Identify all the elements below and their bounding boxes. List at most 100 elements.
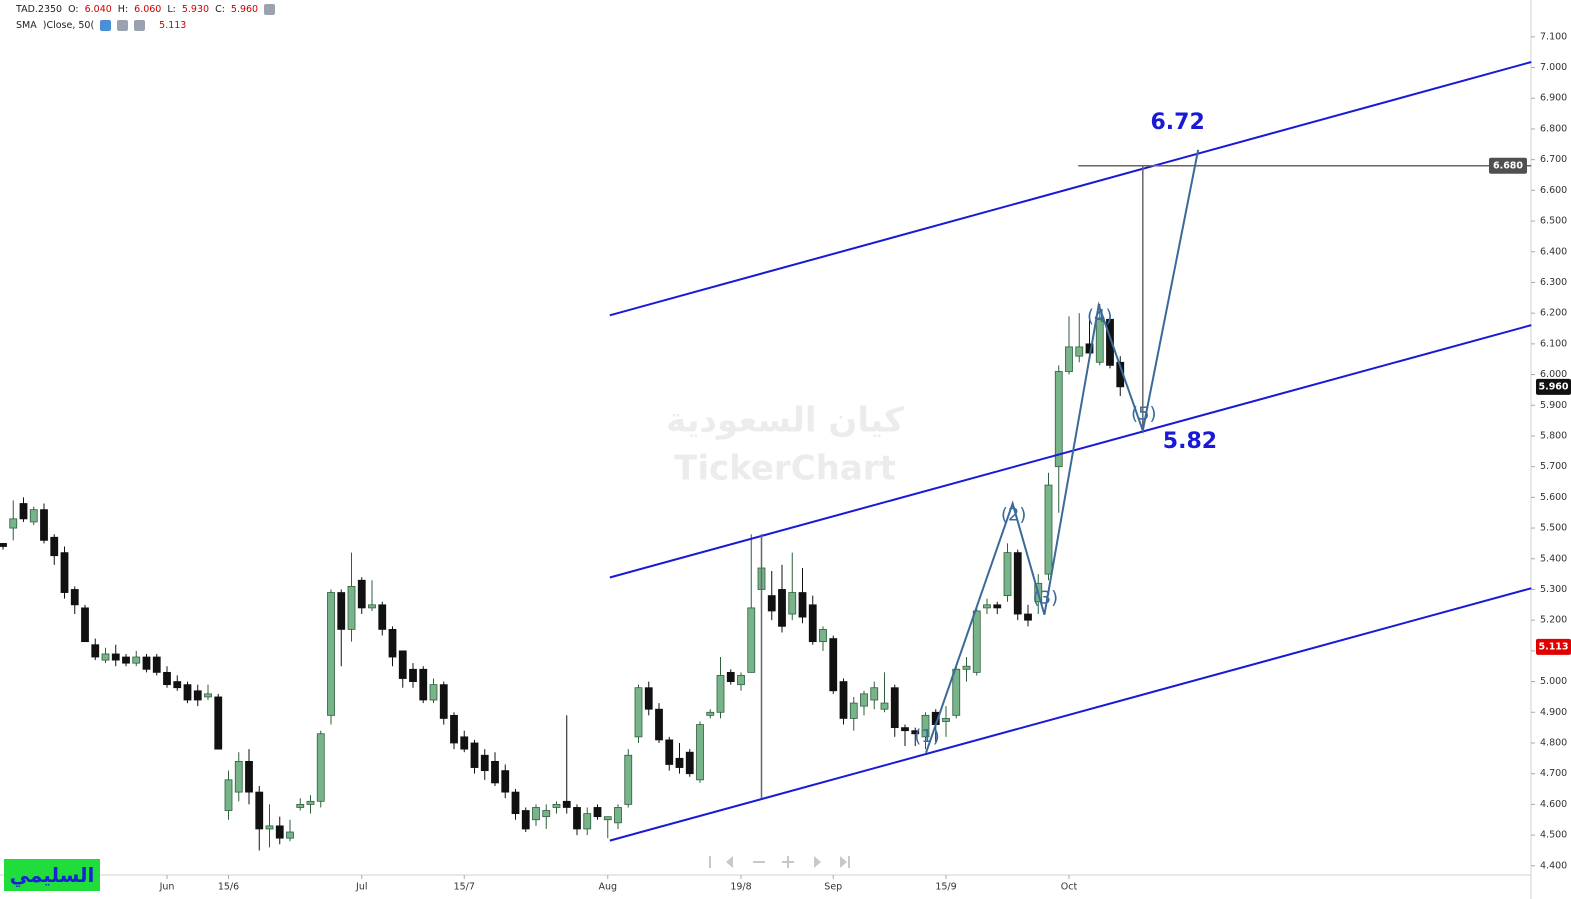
candle-body bbox=[204, 693, 212, 698]
settings-icon[interactable] bbox=[100, 20, 112, 31]
candle-body bbox=[603, 816, 612, 821]
candle-body bbox=[398, 650, 407, 679]
candle-body bbox=[624, 754, 633, 805]
candle-body bbox=[409, 668, 417, 682]
candle-body bbox=[296, 803, 305, 808]
candle-body bbox=[696, 724, 704, 781]
candle-body bbox=[173, 681, 182, 689]
field-label: H: bbox=[117, 4, 129, 15]
field-value: 5.960 bbox=[230, 4, 259, 15]
trend-line bbox=[609, 324, 1532, 579]
price-annotation: 6.72 bbox=[1151, 110, 1205, 135]
navigator[interactable] bbox=[709, 856, 850, 868]
candle-body bbox=[634, 687, 643, 738]
candle-body bbox=[1106, 318, 1114, 366]
close-icon[interactable] bbox=[134, 20, 146, 31]
wave-label: (3) bbox=[1033, 588, 1059, 609]
candle-body bbox=[470, 742, 479, 768]
candle-body bbox=[829, 638, 838, 692]
y-tick-label: 5.900 bbox=[1540, 400, 1567, 411]
ohlc-fields: O: 6.040 H: 6.060 L: 5.930 C: 5.960 bbox=[68, 4, 258, 15]
candle-body bbox=[183, 684, 192, 701]
field-value: 6.060 bbox=[134, 4, 162, 15]
wave-label: (1) bbox=[914, 726, 940, 747]
x-tick-label: 15/7 bbox=[454, 882, 475, 893]
y-tick-label: 6.500 bbox=[1540, 216, 1567, 227]
symbol: TAD.2350 bbox=[16, 4, 63, 15]
candle-body bbox=[993, 604, 1002, 609]
y-tick-label: 6.200 bbox=[1540, 308, 1567, 319]
price-tag-label: 5.960 bbox=[1538, 381, 1568, 392]
wave-path bbox=[925, 149, 1200, 754]
y-tick-label: 6.100 bbox=[1540, 338, 1567, 349]
candle-body bbox=[245, 761, 253, 793]
candle-body bbox=[942, 718, 950, 722]
candle-body bbox=[901, 727, 909, 732]
x-tick-label: 19/8 bbox=[730, 882, 751, 893]
indicator-name: SMA bbox=[16, 20, 37, 31]
candle-body bbox=[706, 711, 715, 716]
candle-body bbox=[378, 604, 387, 630]
candle-body bbox=[685, 751, 694, 775]
watermark: كيان السعودية bbox=[666, 401, 904, 441]
candle-body bbox=[1013, 552, 1022, 615]
y-tick-label: 5.000 bbox=[1540, 676, 1567, 687]
candle-body bbox=[214, 696, 223, 750]
candle-body bbox=[644, 687, 653, 710]
candle-body bbox=[234, 761, 243, 793]
candle-body bbox=[91, 644, 100, 658]
x-tick-label: 15/9 bbox=[935, 882, 956, 893]
y-tick-label: 7.100 bbox=[1540, 31, 1567, 42]
candle-body bbox=[357, 579, 366, 609]
candle-body bbox=[747, 607, 756, 673]
field-value: 5.930 bbox=[181, 4, 210, 15]
candle-body bbox=[1024, 613, 1032, 621]
candle-body bbox=[819, 628, 827, 643]
candle-body bbox=[316, 733, 325, 802]
candle-body bbox=[870, 687, 879, 701]
candle-body bbox=[798, 592, 807, 618]
candle-body bbox=[439, 684, 448, 719]
price-tag-label: 6.680 bbox=[1493, 160, 1523, 171]
y-tick-label: 5.300 bbox=[1540, 584, 1567, 595]
candle-body bbox=[860, 693, 868, 707]
price-tag bbox=[1536, 378, 1571, 395]
candle-body bbox=[40, 509, 48, 541]
candle-body bbox=[716, 675, 725, 713]
watermark: TickerChart bbox=[674, 449, 896, 489]
candle-body bbox=[1075, 346, 1084, 357]
candle-body bbox=[501, 770, 510, 793]
indicator-params: )Close, 50( bbox=[42, 20, 95, 31]
candle-body bbox=[511, 791, 520, 814]
field-label: O: bbox=[68, 4, 79, 15]
candle-body bbox=[1044, 484, 1053, 575]
candle-body bbox=[921, 714, 930, 738]
config-icon[interactable] bbox=[117, 20, 129, 31]
candle-body bbox=[665, 739, 674, 765]
y-tick-label: 4.500 bbox=[1540, 830, 1567, 841]
indicator-header: SMA )Close, 50( 5.113 bbox=[16, 20, 186, 31]
candle-body bbox=[111, 653, 120, 661]
menu-icon[interactable] bbox=[264, 4, 276, 15]
candle-body bbox=[419, 668, 428, 701]
candle-body bbox=[767, 595, 776, 612]
candle-body bbox=[70, 589, 79, 606]
candle-body bbox=[562, 800, 571, 808]
candle-body bbox=[573, 807, 581, 830]
candle-body bbox=[593, 807, 602, 818]
y-tick-label: 4.400 bbox=[1540, 860, 1567, 871]
candle-body bbox=[788, 592, 797, 615]
candle-body bbox=[0, 543, 7, 547]
x-tick-label: 15/6 bbox=[218, 882, 239, 893]
price-tag bbox=[1536, 638, 1571, 655]
y-tick-label: 5.400 bbox=[1540, 553, 1567, 564]
candle-body bbox=[255, 791, 264, 830]
wave-label: (4) bbox=[1087, 306, 1113, 327]
candle-body bbox=[1095, 318, 1104, 363]
candle-body bbox=[193, 690, 202, 701]
y-tick-label: 4.600 bbox=[1540, 799, 1567, 810]
candle-body bbox=[808, 604, 817, 643]
y-tick-label: 5.600 bbox=[1540, 492, 1567, 503]
field-label: C: bbox=[215, 4, 225, 15]
candle-body bbox=[675, 757, 684, 768]
